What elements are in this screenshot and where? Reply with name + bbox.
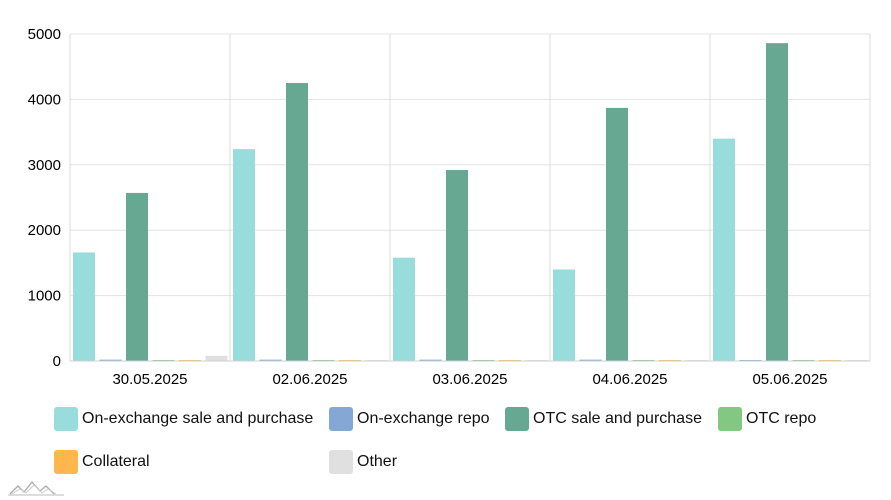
legend-swatch [718, 407, 742, 431]
legend-label: Collateral [82, 453, 150, 470]
bar-on-exchange-repo-3[interactable] [579, 359, 602, 361]
legend-item-otc-repo[interactable]: OTC repo [718, 407, 874, 431]
x-tick-label: 04.06.2025 [592, 371, 667, 388]
bar-on-exchange-repo-1[interactable] [259, 359, 282, 361]
x-tick-label: 03.06.2025 [432, 371, 507, 388]
y-tick-label: 2000 [28, 222, 61, 239]
legend-item-collateral[interactable]: Collateral [54, 450, 329, 474]
bar-otc-sale-and-purchase-1[interactable] [286, 83, 308, 362]
x-tick-label: 02.06.2025 [272, 371, 347, 388]
legend-label: OTC repo [746, 410, 817, 427]
legend-swatch [329, 450, 353, 474]
legend-swatch [329, 407, 353, 431]
x-tick-label: 30.05.2025 [112, 371, 187, 388]
bar-otc-sale-and-purchase-0[interactable] [126, 192, 148, 361]
amcharts-logo-icon [8, 480, 64, 496]
legend-label: OTC sale and purchase [533, 410, 702, 427]
y-tick-label: 4000 [28, 91, 61, 108]
legend-label: Other [357, 453, 398, 470]
bar-otc-sale-and-purchase-3[interactable] [606, 107, 628, 361]
bar-chart: 0 1000 2000 3000 4000 5000 30.05.2025 02.06.202… [28, 26, 871, 388]
y-tick-label: 5000 [28, 26, 61, 43]
y-tick-label: 0 [53, 353, 61, 370]
bar-on-exchange-repo-0[interactable] [99, 359, 122, 361]
legend-label: On-exchange repo [357, 410, 490, 427]
legend: On-exchange sale and purchase On-exchang… [54, 407, 874, 474]
bar-other-0[interactable] [205, 355, 228, 361]
bar-on-exchange-sale-and-purchase-4[interactable] [713, 138, 735, 361]
bar-on-exchange-repo-2[interactable] [419, 359, 442, 361]
bar-otc-sale-and-purchase-2[interactable] [446, 170, 468, 361]
bars-layer [73, 43, 868, 362]
legend-swatch [54, 407, 78, 431]
y-tick-label: 1000 [28, 288, 61, 305]
legend-swatch [54, 450, 78, 474]
legend-item-on-exchange-sale-and-purchase[interactable]: On-exchange sale and purchase [54, 407, 329, 431]
grid-layer [69, 33, 871, 362]
legend-item-otc-sale-and-purchase[interactable]: OTC sale and purchase [505, 407, 718, 431]
legend-label: On-exchange sale and purchase [82, 410, 314, 427]
y-tick-label: 3000 [28, 157, 61, 174]
legend-item-other[interactable]: Other [329, 450, 505, 474]
legend-item-on-exchange-repo[interactable]: On-exchange repo [329, 407, 505, 431]
axis-layer: 0 1000 2000 3000 4000 5000 30.05.2025 02.06.202… [28, 26, 870, 388]
bar-on-exchange-sale-and-purchase-1[interactable] [233, 149, 255, 361]
bar-on-exchange-sale-and-purchase-3[interactable] [553, 269, 575, 361]
x-tick-label: 05.06.2025 [752, 371, 827, 388]
bar-otc-sale-and-purchase-4[interactable] [766, 43, 788, 361]
bar-on-exchange-sale-and-purchase-0[interactable] [73, 252, 95, 361]
legend-swatch [505, 407, 529, 431]
bar-on-exchange-sale-and-purchase-2[interactable] [393, 257, 415, 361]
